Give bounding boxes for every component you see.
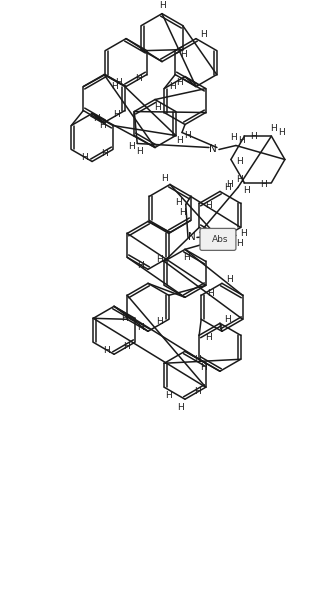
Text: H: H bbox=[205, 333, 211, 342]
Text: H: H bbox=[179, 208, 186, 217]
Text: Abs: Abs bbox=[212, 235, 228, 244]
Text: H: H bbox=[236, 157, 243, 166]
Text: H: H bbox=[169, 82, 175, 91]
Text: H: H bbox=[93, 114, 100, 123]
Text: H: H bbox=[102, 149, 108, 158]
Text: H: H bbox=[270, 123, 277, 132]
Text: N: N bbox=[188, 232, 196, 243]
Text: H: H bbox=[238, 136, 245, 145]
Text: H: H bbox=[103, 346, 110, 355]
Text: H: H bbox=[115, 78, 122, 87]
Text: H: H bbox=[236, 175, 243, 184]
Text: H: H bbox=[136, 74, 142, 83]
Text: H: H bbox=[243, 186, 250, 195]
Text: H: H bbox=[278, 128, 285, 137]
Text: H: H bbox=[194, 387, 201, 396]
Text: H: H bbox=[136, 147, 143, 156]
Text: H: H bbox=[240, 229, 247, 238]
Text: H: H bbox=[180, 50, 186, 59]
Text: H: H bbox=[159, 1, 166, 10]
Text: H: H bbox=[100, 121, 106, 130]
Text: H: H bbox=[124, 342, 130, 351]
Text: H: H bbox=[161, 174, 167, 183]
Text: H: H bbox=[205, 201, 211, 210]
Text: H: H bbox=[226, 180, 233, 189]
Text: H: H bbox=[137, 261, 144, 270]
Text: H: H bbox=[200, 363, 206, 371]
Text: H: H bbox=[128, 142, 135, 151]
Text: H: H bbox=[184, 131, 191, 140]
Text: N: N bbox=[209, 145, 217, 154]
Text: H: H bbox=[114, 110, 120, 119]
Text: H: H bbox=[157, 317, 163, 326]
Text: H: H bbox=[200, 30, 207, 39]
Text: H: H bbox=[122, 314, 128, 323]
Text: H: H bbox=[236, 239, 243, 248]
Text: H: H bbox=[176, 136, 183, 145]
Text: H: H bbox=[183, 253, 190, 262]
Text: H: H bbox=[207, 289, 213, 298]
Text: H: H bbox=[230, 133, 237, 142]
Text: H: H bbox=[154, 103, 161, 112]
Text: H: H bbox=[194, 355, 201, 364]
Text: H: H bbox=[177, 403, 184, 412]
FancyBboxPatch shape bbox=[200, 229, 236, 250]
Text: H: H bbox=[176, 78, 182, 87]
Text: H: H bbox=[175, 198, 182, 207]
Text: H: H bbox=[137, 323, 144, 332]
Text: H: H bbox=[224, 315, 231, 324]
Text: H: H bbox=[81, 153, 88, 162]
Text: H: H bbox=[112, 82, 118, 91]
Text: H: H bbox=[165, 391, 171, 400]
Text: H: H bbox=[224, 183, 231, 192]
Text: H: H bbox=[260, 180, 267, 189]
Text: H: H bbox=[226, 275, 233, 284]
Text: H: H bbox=[250, 132, 257, 140]
Text: H: H bbox=[157, 255, 163, 264]
